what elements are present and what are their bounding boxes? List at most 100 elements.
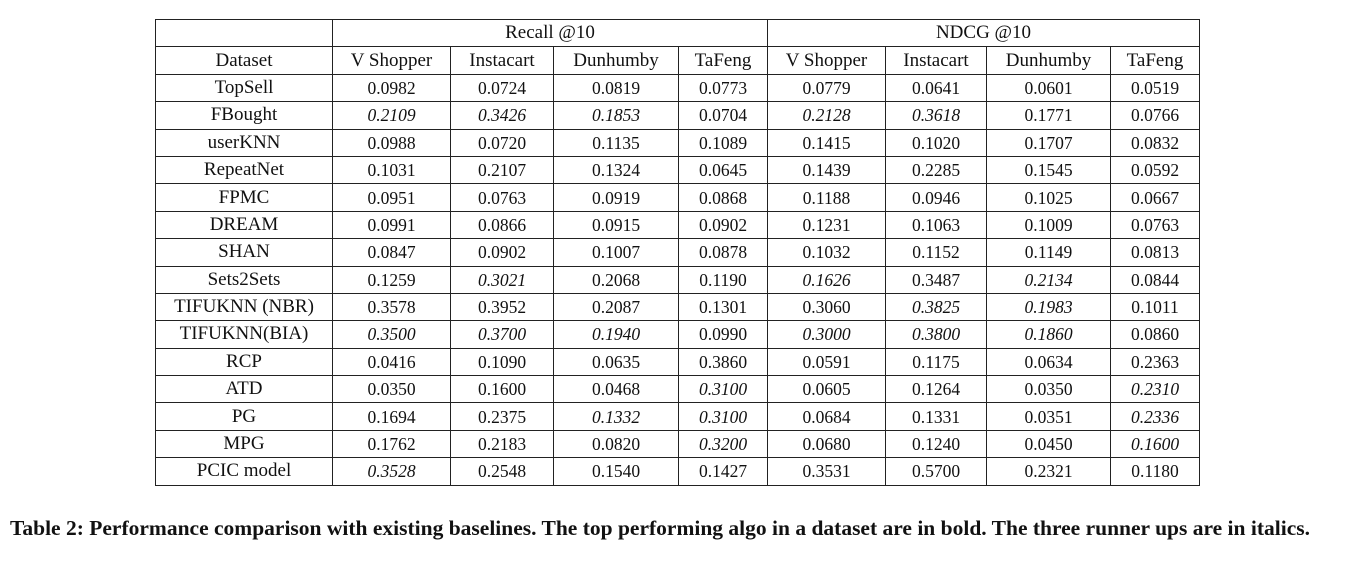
value-cell: 0.3100	[678, 375, 768, 404]
value-cell: 0.1025	[986, 183, 1111, 212]
table-row: TIFUKNN(BIA) 0.3500 0.3700 0.1940 0.0990 0.30…	[155, 320, 1200, 349]
value-cell: 0.2375	[450, 402, 554, 431]
value-cell: 0.1540	[553, 457, 679, 486]
row-label: SHAN	[155, 238, 333, 267]
value-cell: 0.0645	[678, 155, 768, 185]
row-label: RepeatNet	[155, 155, 333, 185]
value-cell: 0.1152	[885, 238, 987, 267]
value-cell: 0.2128	[767, 101, 886, 130]
value-cell: 0.0820	[553, 429, 679, 459]
value-cell: 0.0635	[553, 347, 679, 377]
column-header: V Shopper	[332, 46, 451, 75]
row-label: userKNN	[155, 128, 333, 157]
group-header-row: Recall @10 NDCG @10	[155, 18, 1200, 48]
column-header: TaFeng	[678, 46, 768, 75]
value-cell: 0.0667	[1110, 183, 1200, 212]
value-cell: 0.1020	[885, 128, 987, 157]
value-cell: 0.0468	[553, 375, 679, 404]
value-cell: 0.3800	[885, 320, 987, 349]
value-cell: 0.0763	[1110, 210, 1200, 240]
value-cell: 0.1940	[553, 320, 679, 349]
value-cell: 0.0351	[986, 402, 1111, 431]
column-header: Dunhumby	[986, 46, 1111, 75]
value-cell: 0.0946	[885, 183, 987, 212]
value-cell: 0.1762	[332, 429, 451, 459]
value-cell: 0.0951	[332, 183, 451, 212]
table-caption: Table 2: Performance comparison with exi…	[10, 516, 1310, 540]
value-cell: 0.1626	[767, 265, 886, 294]
value-cell: 0.1415	[767, 128, 886, 157]
value-cell: 0.3952	[450, 292, 554, 322]
group-header-ndcg: NDCG @10	[767, 18, 1200, 48]
value-cell: 0.3500	[332, 320, 451, 349]
value-cell: 0.0982	[332, 73, 451, 103]
value-cell: 0.0878	[678, 238, 768, 267]
value-cell: 0.3021	[450, 265, 554, 294]
value-cell: 0.1007	[553, 238, 679, 267]
value-cell: 0.1600	[450, 375, 554, 404]
value-cell: 0.3700	[450, 320, 554, 349]
column-header-row: Dataset V Shopper Instacart Dunhumby TaF…	[155, 46, 1200, 75]
value-cell: 0.1032	[767, 238, 886, 267]
value-cell: 0.0350	[986, 375, 1111, 404]
column-header: Instacart	[450, 46, 554, 75]
value-cell: 0.3426	[450, 101, 554, 130]
row-label: ATD	[155, 375, 333, 404]
value-cell: 0.0919	[553, 183, 679, 212]
table-row: PG 0.1694 0.2375 0.1332 0.3100 0.0684 0.1331 0.…	[155, 402, 1200, 431]
value-cell: 0.3100	[678, 402, 768, 431]
value-cell: 0.1190	[678, 265, 768, 294]
value-cell: 0.3000	[767, 320, 886, 349]
value-cell: 0.0724	[450, 73, 554, 103]
table-row: PCIC model 0.3528 0.2548 0.1540 0.1427 0.3531…	[155, 457, 1200, 486]
value-cell: 0.1331	[885, 402, 987, 431]
value-cell: 0.1031	[332, 155, 451, 185]
value-cell: 0.1439	[767, 155, 886, 185]
value-cell: 0.1694	[332, 402, 451, 431]
value-cell: 0.3060	[767, 292, 886, 322]
column-header: Instacart	[885, 46, 987, 75]
value-cell: 0.2310	[1110, 375, 1200, 404]
value-cell: 0.1301	[678, 292, 768, 322]
value-cell: 0.0605	[767, 375, 886, 404]
value-cell: 0.2107	[450, 155, 554, 185]
value-cell: 0.1231	[767, 210, 886, 240]
column-header: V Shopper	[767, 46, 886, 75]
value-cell: 0.0844	[1110, 265, 1200, 294]
value-cell: 0.3200	[678, 429, 768, 459]
value-cell: 0.0416	[332, 347, 451, 377]
value-cell: 0.1089	[678, 128, 768, 157]
value-cell: 0.0634	[986, 347, 1111, 377]
value-cell: 0.1188	[767, 183, 886, 212]
group-header-recall: Recall @10	[332, 18, 768, 48]
value-cell: 0.2109	[332, 101, 451, 130]
table-row: FBought 0.2109 0.3426 0.1853 0.0704 0.2128 0.3…	[155, 101, 1200, 130]
value-cell: 0.0766	[1110, 101, 1200, 130]
value-cell: 0.0819	[553, 73, 679, 103]
value-cell: 0.0592	[1110, 155, 1200, 185]
value-cell: 0.1175	[885, 347, 987, 377]
value-cell: 0.1259	[332, 265, 451, 294]
value-cell: 0.3618	[885, 101, 987, 130]
value-cell: 0.0902	[450, 238, 554, 267]
value-cell: 0.3578	[332, 292, 451, 322]
value-cell: 0.1860	[986, 320, 1111, 349]
value-cell: 0.3531	[767, 457, 886, 486]
dataset-header: Dataset	[155, 46, 333, 75]
value-cell: 0.0450	[986, 429, 1111, 459]
value-cell: 0.1853	[553, 101, 679, 130]
value-cell: 0.1427	[678, 457, 768, 486]
row-label: FBought	[155, 101, 333, 130]
value-cell: 0.1983	[986, 292, 1111, 322]
value-cell: 0.1324	[553, 155, 679, 185]
value-cell: 0.0832	[1110, 128, 1200, 157]
value-cell: 0.0720	[450, 128, 554, 157]
value-cell: 0.3825	[885, 292, 987, 322]
row-label: MPG	[155, 429, 333, 459]
empty-corner-cell	[155, 18, 333, 48]
value-cell: 0.1600	[1110, 429, 1200, 459]
table-row: TIFUKNN (NBR) 0.3578 0.3952 0.2087 0.1301 0.3…	[155, 292, 1200, 322]
value-cell: 0.1009	[986, 210, 1111, 240]
value-cell: 0.2548	[450, 457, 554, 486]
value-cell: 0.2087	[553, 292, 679, 322]
